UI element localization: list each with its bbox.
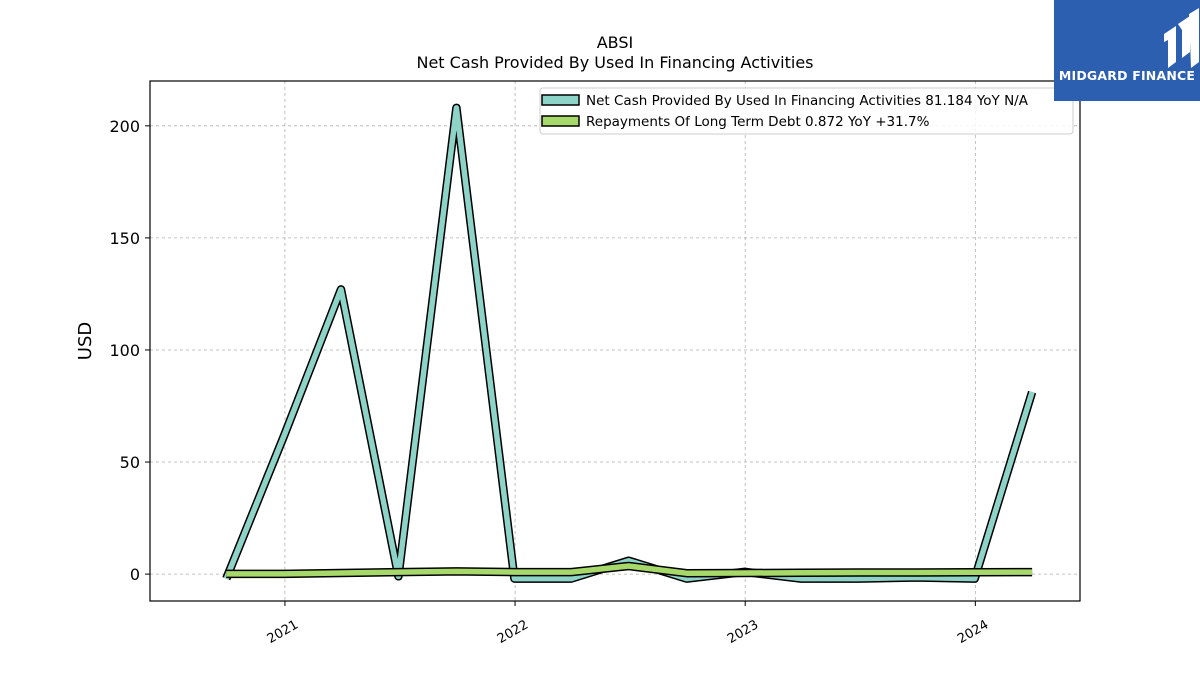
legend-box bbox=[539, 87, 1074, 135]
legend-swatch-1 bbox=[541, 115, 580, 127]
chart-subtitle: Net Cash Provided By Used In Financing A… bbox=[416, 53, 813, 72]
legend-label-1: Repayments Of Long Term Debt 0.872 YoY +… bbox=[586, 114, 930, 130]
y-tick-label: 150 bbox=[109, 229, 140, 248]
y-tick-label: 50 bbox=[120, 453, 140, 472]
legend-swatch-0 bbox=[541, 94, 580, 106]
x-tick-label: 2024 bbox=[955, 617, 991, 647]
series-layer bbox=[222, 103, 1037, 583]
series-outline-0 bbox=[222, 103, 1037, 583]
x-tick-label: 2023 bbox=[725, 617, 761, 647]
axis-ticks: 0 50 100 150 200 2021 2022 2023 2024 bbox=[109, 117, 991, 647]
chart-title: ABSI bbox=[597, 33, 634, 52]
brand-logo: MIDGARD FINANCE bbox=[1054, 0, 1200, 101]
x-tick-label: 2022 bbox=[495, 617, 531, 647]
y-tick-label: 100 bbox=[109, 341, 140, 360]
series-line-0 bbox=[223, 105, 1035, 582]
legend-label-0: Net Cash Provided By Used In Financing A… bbox=[586, 93, 1029, 109]
y-tick-label: 200 bbox=[109, 117, 140, 136]
plot-frame bbox=[149, 80, 1081, 602]
x-tick-label: 2021 bbox=[265, 617, 301, 647]
brand-name: MIDGARD FINANCE bbox=[1058, 68, 1196, 83]
midgard-logo-icon bbox=[1164, 8, 1199, 68]
y-axis-label: USD bbox=[75, 322, 96, 360]
grid bbox=[150, 81, 1080, 601]
legend: Net Cash Provided By Used In Financing A… bbox=[539, 87, 1074, 135]
y-tick-label: 0 bbox=[130, 565, 140, 584]
